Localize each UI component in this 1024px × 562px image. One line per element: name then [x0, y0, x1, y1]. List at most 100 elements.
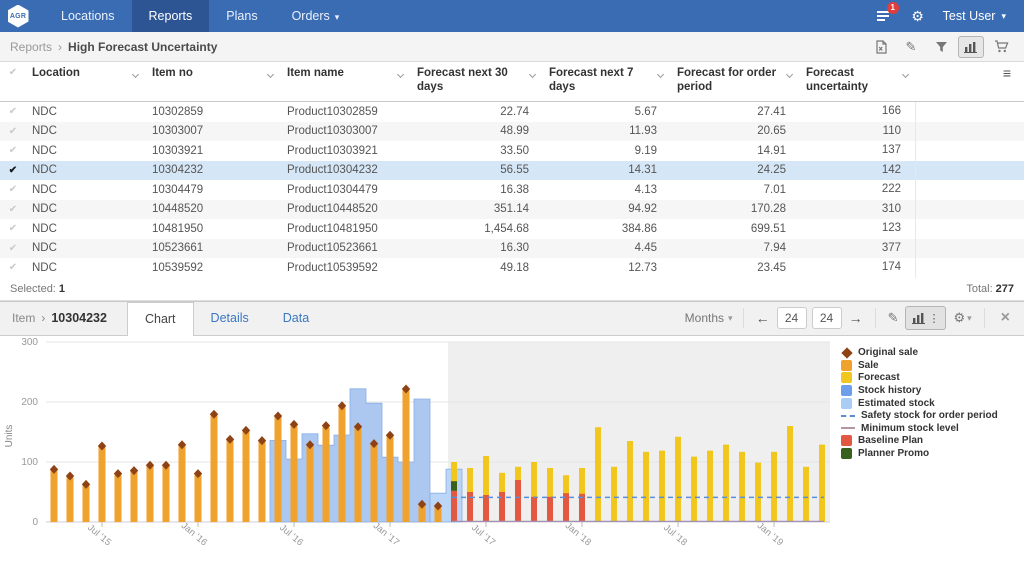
table-row[interactable]: ✔NDC10304479Product1030447916.384.137.01… [0, 180, 1024, 200]
edit-button[interactable]: ✎ [898, 36, 924, 58]
row-checkbox[interactable]: ✔ [0, 102, 26, 122]
legend-item[interactable]: Baseline Plan [841, 436, 1023, 447]
cell: 48.99 [411, 125, 543, 137]
cell: Product10523661 [281, 242, 411, 254]
sort-chevron-icon[interactable] [657, 71, 664, 78]
chevron-down-icon: ▾ [967, 313, 972, 324]
nav-item-orders[interactable]: Orders▾ [275, 0, 357, 32]
months-dropdown[interactable]: Months ▾ [685, 311, 733, 325]
legend-item[interactable]: Minimum stock level [841, 423, 1023, 434]
legend-item[interactable]: Safety stock for order period [841, 410, 1023, 421]
cell: NDC [26, 262, 146, 274]
item-breadcrumb: Item › 10304232 [0, 311, 117, 325]
grid-menu-button[interactable]: ≡ [990, 62, 1024, 101]
column-header-item-no[interactable]: Item no [146, 62, 281, 101]
notifications-button[interactable]: 1 [869, 0, 899, 32]
cart-button[interactable] [988, 36, 1014, 58]
column-header-forecast-next-7-days[interactable]: Forecast next 7 days [543, 62, 671, 101]
table-row[interactable]: ✔NDC10303921Product1030392133.509.1914.9… [0, 141, 1024, 161]
edit-chart-button[interactable]: ✎ [886, 310, 901, 326]
item-number: 10304232 [51, 311, 107, 325]
settings-button[interactable]: ⚙ [903, 0, 933, 32]
row-checkbox[interactable]: ✔ [0, 258, 26, 278]
legend-item[interactable]: Planner Promo [841, 448, 1023, 459]
close-panel-button[interactable]: × [1001, 309, 1010, 327]
legend-line-swatch [841, 427, 855, 429]
breadcrumb-section[interactable]: Reports [10, 40, 52, 54]
svg-text:Jul '17: Jul '17 [469, 522, 497, 548]
cell: 384.86 [543, 223, 671, 235]
months-forward-arrow[interactable]: → [847, 310, 865, 326]
tab-chart[interactable]: Chart [127, 302, 194, 336]
sort-chevron-icon[interactable] [132, 71, 139, 78]
column-header-forecast-uncertainty[interactable]: Forecast uncertainty [800, 62, 916, 101]
panel-tabs: ChartDetailsData [127, 302, 326, 335]
cell: 27.41 [671, 106, 800, 118]
table-row[interactable]: ✔NDC10481950Product104819501,454.68384.8… [0, 219, 1024, 239]
table-row[interactable]: ✔NDC10304232Product1030423256.5514.3124.… [0, 161, 1024, 181]
user-menu[interactable]: Test User ▾ [937, 9, 1012, 23]
filter-button[interactable] [928, 36, 954, 58]
column-label: Forecast next 7 days [549, 66, 656, 99]
months-back-arrow[interactable]: ← [754, 310, 772, 326]
column-header-location[interactable]: Location [26, 62, 146, 101]
tab-data[interactable]: Data [266, 302, 326, 335]
pencil-icon: ✎ [888, 310, 899, 326]
sort-chevron-icon[interactable] [902, 71, 909, 78]
row-checkbox[interactable]: ✔ [0, 239, 26, 259]
row-checkbox[interactable]: ✔ [0, 200, 26, 220]
cell: 166 [800, 102, 916, 122]
cell: 351.14 [411, 203, 543, 215]
row-checkbox[interactable]: ✔ [0, 161, 26, 181]
nav-item-locations[interactable]: Locations [44, 0, 132, 32]
total-label: Total: [966, 283, 992, 295]
sort-chevron-icon[interactable] [267, 71, 274, 78]
tab-details[interactable]: Details [194, 302, 266, 335]
chart-options-button[interactable]: ⋮ [905, 306, 946, 330]
row-checkbox[interactable]: ✔ [0, 122, 26, 142]
table-row[interactable]: ✔NDC10523661Product1052366116.304.457.94… [0, 239, 1024, 259]
row-checkbox[interactable]: ✔ [0, 219, 26, 239]
filter-funnel-icon [935, 41, 948, 53]
selected-label: Selected: [10, 283, 56, 295]
legend-item[interactable]: Forecast [841, 373, 1023, 384]
divider [743, 308, 744, 328]
legend-item[interactable]: Sale [841, 360, 1023, 371]
legend-square-swatch [841, 360, 852, 371]
panel-settings-button[interactable]: ⚙ ▾ [951, 310, 973, 326]
sort-chevron-icon[interactable] [397, 71, 404, 78]
agr-logo[interactable]: AGR [0, 0, 36, 32]
nav-item-plans[interactable]: Plans [209, 0, 274, 32]
sort-chevron-icon[interactable] [786, 71, 793, 78]
svg-text:Jul '18: Jul '18 [661, 522, 689, 548]
column-header-forecast-for-order-period[interactable]: Forecast for order period [671, 62, 800, 101]
column-header-item-name[interactable]: Item name [281, 62, 411, 101]
app-window: AGR LocationsReportsPlansOrders▾ 1 ⚙ Tes… [0, 0, 1024, 562]
cell: 142 [800, 161, 916, 181]
divider [875, 308, 876, 328]
cell: 137 [800, 141, 916, 161]
chart-toggle-button[interactable] [958, 36, 984, 58]
months-forward-input[interactable] [812, 307, 842, 329]
row-checkbox[interactable]: ✔ [0, 180, 26, 200]
legend-item[interactable]: Stock history [841, 385, 1023, 396]
sort-chevron-icon[interactable] [529, 71, 536, 78]
cell: 10539592 [146, 262, 281, 274]
legend-item[interactable]: Original sale [841, 348, 1023, 359]
table-row[interactable]: ✔NDC10539592Product1053959249.1812.7323.… [0, 258, 1024, 278]
cell: 7.01 [671, 184, 800, 196]
table-row[interactable]: ✔NDC10303007Product1030300748.9911.9320.… [0, 122, 1024, 142]
bar-chart-icon [912, 312, 926, 324]
months-back-input[interactable] [777, 307, 807, 329]
select-all-checkbox[interactable]: ✔ [0, 62, 26, 101]
table-row[interactable]: ✔NDC10448520Product10448520351.1494.9217… [0, 200, 1024, 220]
column-header-forecast-next-30-days[interactable]: Forecast next 30 days [411, 62, 543, 101]
column-label: Forecast for order period [677, 66, 785, 99]
legend-item[interactable]: Estimated stock [841, 398, 1023, 409]
row-checkbox[interactable]: ✔ [0, 141, 26, 161]
cell: 56.55 [411, 164, 543, 176]
table-row[interactable]: ✔NDC10302859Product1030285922.745.6727.4… [0, 102, 1024, 122]
export-button[interactable] [868, 36, 894, 58]
nav-item-reports[interactable]: Reports [132, 0, 210, 32]
legend-square-swatch [841, 398, 852, 409]
